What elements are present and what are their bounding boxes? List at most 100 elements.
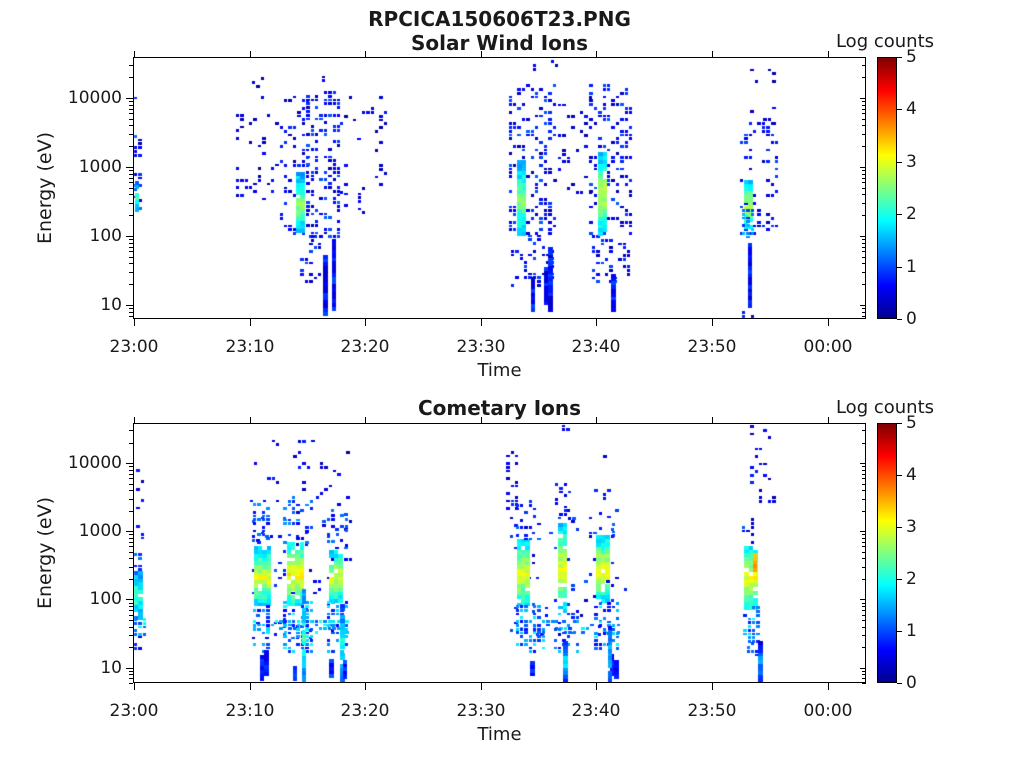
y-tick-label: 1000 — [78, 157, 122, 177]
y-minor-tick — [129, 194, 133, 195]
y-minor-tick-right — [862, 470, 866, 471]
y-minor-tick-right — [862, 101, 866, 102]
y-minor-tick — [129, 542, 133, 543]
y-minor-tick — [129, 615, 133, 616]
y-tick — [126, 98, 133, 99]
x-tick-label: 23:20 — [340, 337, 390, 357]
y-minor-tick-right — [862, 478, 866, 479]
y-minor-tick-right — [862, 308, 866, 309]
y-tick-right — [860, 531, 866, 532]
x-tick — [481, 683, 482, 690]
y-tick — [126, 599, 133, 600]
y-minor-tick-right — [862, 538, 866, 539]
y-minor-tick — [129, 308, 133, 309]
y-minor-tick — [129, 109, 133, 110]
y-minor-tick — [129, 101, 133, 102]
x-tick-label: 23:40 — [571, 337, 621, 357]
y-minor-tick — [129, 610, 133, 611]
y-minor-tick — [129, 603, 133, 604]
y-minor-tick-right — [862, 567, 866, 568]
x-tick-top — [828, 417, 829, 423]
y-minor-tick-right — [862, 603, 866, 604]
x-tick-top — [365, 417, 366, 423]
y-tick-label: 100 — [89, 589, 122, 609]
colorbar-tick — [897, 319, 902, 320]
colorbar-label-bottom: Log counts — [835, 397, 935, 418]
x-tick-label: 23:50 — [687, 337, 737, 357]
y-minor-tick-right — [862, 239, 866, 240]
y-minor-tick — [129, 263, 133, 264]
colorbar-tick-label: 2 — [906, 204, 917, 224]
colorbar-tick — [897, 527, 902, 528]
y-minor-tick — [129, 239, 133, 240]
y-minor-tick — [129, 257, 133, 258]
y-minor-tick-right — [862, 272, 866, 273]
y-minor-tick — [129, 170, 133, 171]
x-tick-label: 23:30 — [456, 337, 506, 357]
y-minor-tick-right — [862, 247, 866, 248]
colorbar-tick — [897, 214, 902, 215]
x-tick — [596, 319, 597, 326]
y-minor-tick-right — [862, 558, 866, 559]
y-minor-tick — [129, 203, 133, 204]
y-minor-tick-right — [862, 430, 866, 431]
y-minor-tick-right — [862, 683, 866, 684]
y-minor-tick-right — [862, 627, 866, 628]
x-tick — [134, 683, 135, 690]
x-tick-label: 23:10 — [225, 337, 275, 357]
y-axis-label-bottom: Energy (eV) — [34, 496, 56, 610]
x-tick-label: 23:50 — [687, 701, 737, 721]
y-minor-tick — [129, 558, 133, 559]
y-minor-tick — [129, 635, 133, 636]
y-tick-label: 10000 — [67, 453, 122, 473]
colorbar-top — [877, 57, 897, 319]
y-minor-tick — [129, 470, 133, 471]
y-minor-tick-right — [862, 647, 866, 648]
y-minor-tick-right — [862, 466, 866, 467]
y-tick — [126, 531, 133, 532]
y-minor-tick-right — [862, 178, 866, 179]
x-tick-label: 00:00 — [803, 337, 853, 357]
y-minor-tick-right — [862, 615, 866, 616]
y-tick-right — [860, 167, 866, 168]
y-minor-tick-right — [862, 188, 866, 189]
y-minor-tick-right — [862, 546, 866, 547]
y-minor-tick-right — [862, 678, 866, 679]
y-minor-tick — [129, 474, 133, 475]
y-minor-tick — [129, 65, 133, 66]
y-minor-tick-right — [862, 474, 866, 475]
colorbar-tick-label: 0 — [906, 309, 917, 329]
colorbar-tick-label: 5 — [906, 47, 917, 67]
y-minor-tick — [129, 647, 133, 648]
x-axis-label-bottom: Time — [477, 724, 522, 745]
y-minor-tick — [129, 683, 133, 684]
y-tick-right — [860, 463, 866, 464]
y-minor-tick — [129, 579, 133, 580]
y-minor-tick-right — [862, 511, 866, 512]
colorbar-tick — [897, 579, 902, 580]
y-minor-tick — [129, 534, 133, 535]
y-minor-tick — [129, 671, 133, 672]
y-minor-tick — [129, 247, 133, 248]
y-minor-tick — [129, 546, 133, 547]
y-minor-tick-right — [862, 77, 866, 78]
y-minor-tick — [129, 146, 133, 147]
y-tick-label: 10 — [100, 658, 122, 678]
y-tick-label: 100 — [89, 226, 122, 246]
y-minor-tick-right — [862, 552, 866, 553]
x-tick — [828, 683, 829, 690]
x-tick — [365, 319, 366, 326]
colorbar-tick — [897, 267, 902, 268]
x-tick — [365, 683, 366, 690]
y-minor-tick — [129, 77, 133, 78]
x-tick-top — [596, 51, 597, 57]
colorbar-tick — [897, 475, 902, 476]
y-tick-right — [860, 668, 866, 669]
y-minor-tick-right — [862, 105, 866, 106]
y-minor-tick — [129, 316, 133, 317]
x-tick — [481, 319, 482, 326]
y-minor-tick-right — [862, 484, 866, 485]
y-minor-tick — [129, 312, 133, 313]
y-minor-tick-right — [862, 534, 866, 535]
colorbar-tick — [897, 57, 902, 58]
